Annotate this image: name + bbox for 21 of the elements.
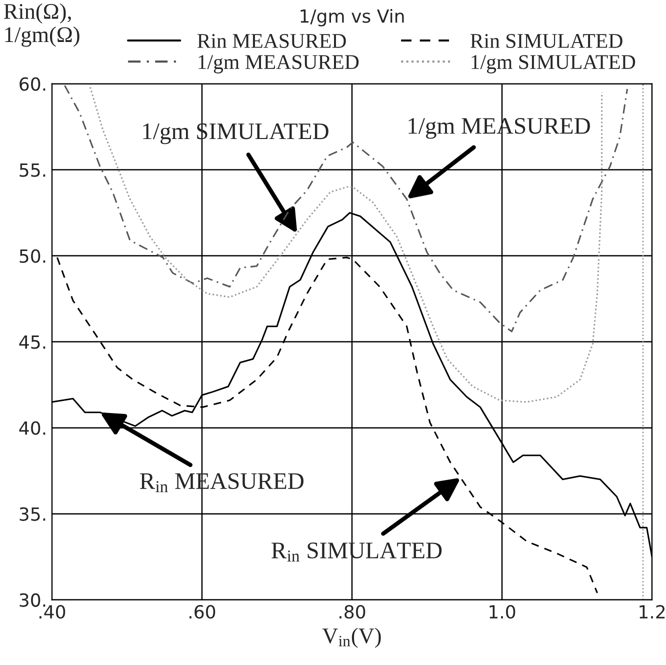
x-tick-label: 1.0 xyxy=(490,605,516,619)
legend-label: 1/gm SIMULATED xyxy=(472,55,636,74)
x-tick-label: .40 xyxy=(40,605,66,619)
legend-label: Rin SIMULATED xyxy=(470,34,622,48)
line-series xyxy=(64,84,628,332)
legend-label: 1/gm MEASURED xyxy=(198,55,359,74)
x-axis-title: V$_{in}$(V) xyxy=(322,628,381,648)
y-tick-label: 30. xyxy=(20,593,46,607)
y-axis-title: Rin(Ω), 1/gm(Ω) xyxy=(4,3,80,47)
legend-label: Rin MEASURED xyxy=(197,34,346,48)
y-tick-label: 50. xyxy=(20,249,46,263)
y-tick-label: 35. xyxy=(20,507,46,521)
x-tick-label: 1.2 xyxy=(640,605,665,618)
chart-title: 1/gm vs Vin xyxy=(300,8,404,26)
line-series xyxy=(89,86,603,403)
y-tick-label: 55. xyxy=(20,163,46,177)
y-tick-label: 40. xyxy=(19,421,46,435)
y-tick-label: 60. xyxy=(20,77,46,91)
y-tick-label: 45. xyxy=(19,336,46,349)
x-tick-label: .60 xyxy=(190,605,216,619)
x-tick-label: .80 xyxy=(340,605,366,619)
